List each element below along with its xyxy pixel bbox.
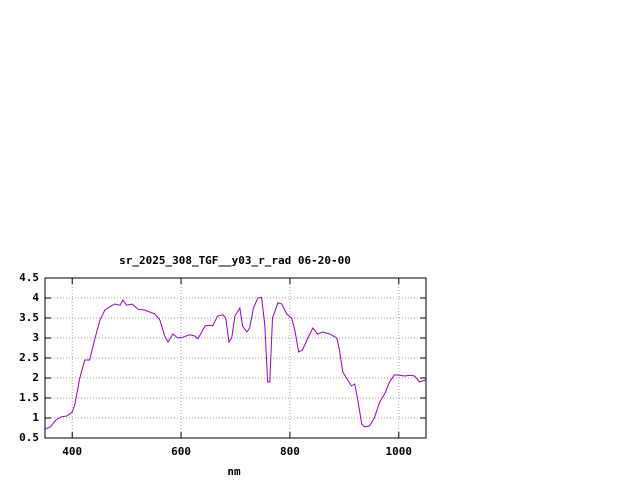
x-tick-label: 1000 xyxy=(386,445,413,458)
data-line xyxy=(44,296,426,430)
y-tick-label: 1 xyxy=(32,411,39,424)
y-tick-label: 1.5 xyxy=(19,391,39,404)
y-tick-label: 3.5 xyxy=(19,311,39,324)
x-tick-label: 800 xyxy=(280,445,300,458)
x-axis-label: nm xyxy=(227,465,241,478)
chart-title: sr_2025_308_TGF__y03_r_rad 06-20-00 xyxy=(119,254,351,267)
x-tick-label: 600 xyxy=(171,445,191,458)
plot-frame xyxy=(44,277,427,439)
x-tick-label: 400 xyxy=(62,445,82,458)
y-tick-label: 3 xyxy=(32,331,39,344)
y-tick-label: 4 xyxy=(32,291,39,304)
y-tick-label: 2.5 xyxy=(19,351,39,364)
y-tick-label: 4.5 xyxy=(19,271,39,284)
y-tick-label: 2 xyxy=(32,371,39,384)
y-tick-label: 0.5 xyxy=(19,431,39,444)
